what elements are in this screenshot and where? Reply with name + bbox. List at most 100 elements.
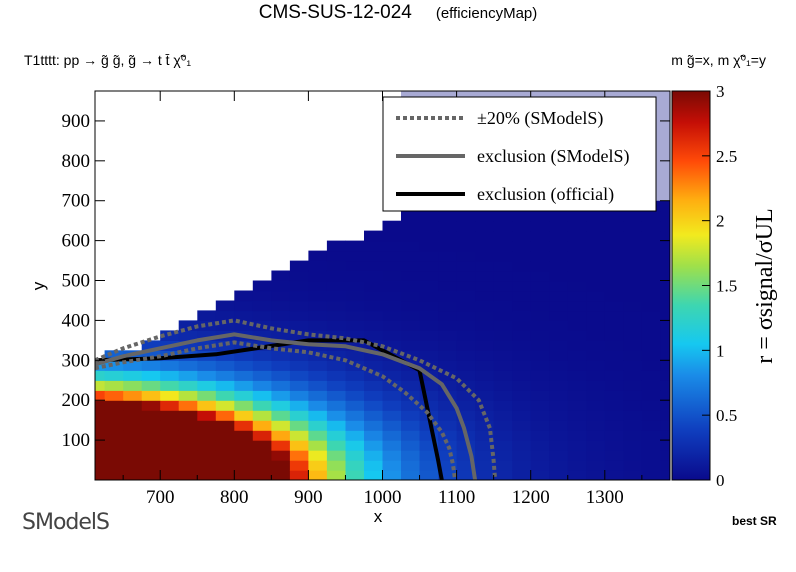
heatmap-cell — [401, 430, 421, 441]
heatmap-cell — [215, 340, 235, 351]
heatmap-cell — [456, 420, 476, 431]
heatmap-cell — [623, 230, 643, 242]
heatmap-cell — [604, 400, 624, 411]
heatmap-cell — [345, 460, 365, 471]
heatmap-cell — [308, 420, 328, 431]
heatmap-cell — [586, 460, 606, 471]
heatmap-cell — [660, 380, 670, 391]
heatmap-cell — [326, 390, 346, 401]
heatmap-cell — [456, 410, 476, 421]
heatmap-cell — [438, 210, 458, 222]
heatmap-cell — [197, 360, 217, 371]
heatmap-cell — [401, 390, 421, 401]
heatmap-cell — [197, 330, 217, 341]
heatmap-cell — [456, 470, 476, 480]
heatmap-cell — [364, 300, 384, 312]
map-type: (efficiencyMap) — [435, 5, 538, 22]
heatmap-cell — [604, 450, 624, 461]
heatmap-cell — [271, 380, 291, 391]
heatmap-cell — [252, 420, 272, 431]
heatmap-cell — [660, 280, 670, 292]
heatmap-cell — [475, 400, 495, 411]
heatmap-cell — [623, 450, 643, 461]
heatmap-cell — [549, 470, 569, 480]
heatmap-cell — [364, 440, 384, 451]
heatmap-cell — [530, 330, 550, 341]
heatmap-cell — [141, 450, 161, 461]
heatmap-cell — [401, 460, 421, 471]
heatmap-cell — [178, 380, 198, 391]
heatmap-cell — [549, 230, 569, 242]
heatmap-cell — [364, 290, 384, 302]
heatmap-cell — [345, 420, 365, 431]
heatmap-cell — [197, 470, 217, 480]
heatmap-cell — [345, 290, 365, 302]
heatmap-cell — [623, 330, 643, 341]
heatmap-cell — [345, 450, 365, 461]
heatmap-cell — [660, 450, 670, 461]
heatmap-cell — [567, 300, 587, 312]
heatmap-cell — [549, 210, 569, 222]
heatmap-cell — [234, 360, 254, 371]
heatmap-cell — [289, 300, 309, 312]
heatmap-cell — [530, 350, 550, 361]
heatmap-cell — [493, 360, 513, 371]
heatmap-cell — [160, 360, 180, 371]
heatmap-cell — [326, 270, 346, 282]
heatmap-cell — [438, 450, 458, 461]
heatmap-cell — [567, 240, 587, 252]
heatmap-cell — [456, 210, 476, 222]
heatmap-cell — [567, 470, 587, 480]
heatmap-cell — [641, 270, 661, 282]
heatmap-cell — [401, 260, 421, 272]
heatmap-cell — [401, 210, 421, 222]
heatmap-cell — [123, 430, 143, 441]
heatmap-cell — [530, 250, 550, 262]
heatmap-cell — [512, 360, 532, 371]
heatmap-cell — [549, 450, 569, 461]
heatmap-cell — [623, 440, 643, 451]
z-axis-label: r = σsignal/σUL — [752, 208, 778, 363]
heatmap-cell — [660, 360, 670, 371]
heatmap-cell — [641, 390, 661, 401]
heatmap-cell — [567, 370, 587, 381]
heatmap-cell — [475, 390, 495, 401]
heatmap-cell — [364, 390, 384, 401]
heatmap-cell — [567, 320, 587, 331]
heatmap-cell — [364, 250, 384, 262]
heatmap-cell — [401, 280, 421, 292]
heatmap-cell — [271, 370, 291, 381]
curve--20-upper-smodels- — [95, 318, 498, 480]
heatmap-cell — [660, 430, 670, 441]
heatmap-cell — [178, 400, 198, 411]
heatmap-cell — [271, 330, 291, 341]
heatmap-cell — [660, 210, 670, 222]
heatmap-cell — [530, 420, 550, 431]
heatmap-cell — [604, 260, 624, 272]
heatmap-cell — [326, 250, 346, 262]
heatmap-cell — [401, 240, 421, 252]
y-tick-label: 400 — [62, 310, 91, 331]
heatmap-cell — [438, 290, 458, 302]
heatmap-cell — [326, 240, 346, 252]
best-sr-label: best SR — [732, 514, 777, 528]
heatmap-cell — [567, 360, 587, 371]
heatmap-cell — [382, 250, 402, 262]
colorbar-tick-label: 1 — [716, 341, 725, 360]
heatmap-cell — [289, 450, 309, 461]
heatmap-cell — [512, 410, 532, 421]
heatmap-cell — [475, 250, 495, 262]
colorbar-tick-label: 2 — [716, 212, 725, 231]
heatmap-cell — [493, 430, 513, 441]
heatmap-cell — [456, 390, 476, 401]
heatmap-cell — [604, 470, 624, 480]
heatmap-cell — [178, 440, 198, 451]
heatmap-cell — [512, 340, 532, 351]
heatmap-cell — [345, 400, 365, 411]
heatmap-cell — [95, 360, 106, 371]
heatmap-cell — [549, 310, 569, 321]
heatmap-cell — [512, 280, 532, 292]
heatmap-cell — [271, 420, 291, 431]
heatmap-cell — [660, 400, 670, 411]
heatmap-cell — [475, 220, 495, 232]
